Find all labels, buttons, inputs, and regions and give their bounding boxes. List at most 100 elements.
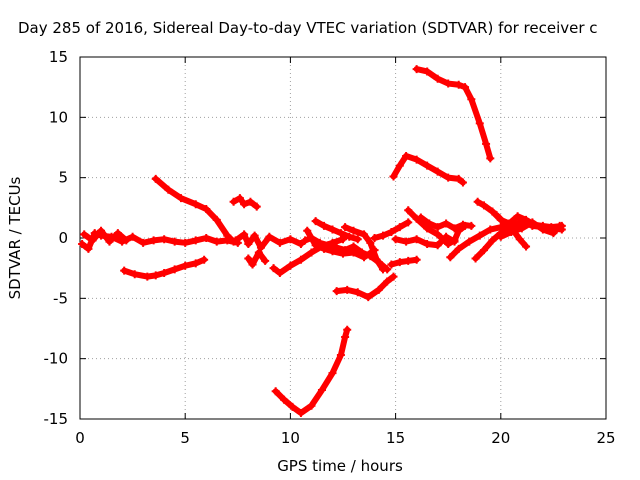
data-point <box>513 212 522 221</box>
data-point <box>151 174 160 183</box>
data-point <box>402 151 411 160</box>
data-point <box>296 240 305 249</box>
data-point <box>311 217 320 226</box>
data-point <box>78 240 87 249</box>
data-point <box>181 261 190 270</box>
data-point <box>555 221 564 230</box>
data-point <box>378 265 387 274</box>
data-point <box>301 236 310 245</box>
data-point <box>528 218 537 227</box>
data-point <box>160 235 169 244</box>
x-tick-label: 10 <box>281 429 300 447</box>
data-series <box>416 213 476 233</box>
data-series <box>120 255 209 281</box>
data-series <box>496 218 564 241</box>
x-tick-label: 0 <box>75 429 85 447</box>
data-series <box>80 226 131 246</box>
data-point <box>389 272 398 281</box>
series-layer <box>78 65 566 417</box>
data-point <box>170 237 179 246</box>
data-point <box>246 197 255 206</box>
series-trace <box>388 256 420 268</box>
data-point <box>223 236 232 245</box>
data-point <box>256 243 265 252</box>
data-point <box>164 185 173 194</box>
data-point <box>252 202 261 211</box>
data-point <box>80 230 89 239</box>
data-point <box>303 226 312 235</box>
data-point <box>486 225 495 234</box>
data-point <box>113 229 122 238</box>
data-point <box>444 240 453 249</box>
data-point <box>433 230 442 239</box>
data-point <box>433 74 442 83</box>
data-point <box>235 194 244 203</box>
data-point <box>473 197 482 206</box>
data-point <box>395 258 404 267</box>
data-point <box>479 201 488 210</box>
data-point <box>461 83 470 92</box>
data-series <box>229 194 261 211</box>
y-tick-label: 0 <box>58 229 68 247</box>
chart-title: Day 285 of 2016, Sidereal Day-to-day VTE… <box>18 19 598 37</box>
data-point <box>191 200 200 209</box>
x-tick-labels: 0 5 10 15 20 25 <box>75 429 615 447</box>
data-point <box>450 236 459 245</box>
data-point <box>538 225 547 234</box>
data-point <box>458 220 467 229</box>
y-tick-label: 5 <box>58 169 68 187</box>
data-point <box>97 226 106 235</box>
data-point <box>269 264 278 273</box>
data-point <box>336 351 345 360</box>
data-point <box>433 167 442 176</box>
data-point <box>248 260 257 269</box>
data-point <box>181 238 190 247</box>
data-point <box>250 231 259 240</box>
data-point <box>191 236 200 245</box>
data-point <box>120 266 129 275</box>
data-point <box>128 232 137 241</box>
data-point <box>522 242 531 251</box>
data-point <box>280 395 289 404</box>
data-point <box>402 237 411 246</box>
data-point <box>202 205 211 214</box>
data-series <box>244 248 270 269</box>
data-point <box>387 260 396 269</box>
data-point <box>425 219 434 228</box>
data-point <box>328 369 337 378</box>
data-series <box>370 218 413 242</box>
data-series <box>387 255 421 269</box>
data-point <box>130 270 139 279</box>
data-point <box>275 268 284 277</box>
data-point <box>387 227 396 236</box>
data-point <box>231 236 240 245</box>
data-point <box>345 232 354 241</box>
y-tick-label: -10 <box>44 350 69 368</box>
data-point <box>475 231 484 240</box>
data-point <box>353 235 362 244</box>
data-point <box>336 229 345 238</box>
data-point <box>442 219 451 228</box>
data-point <box>446 253 455 262</box>
data-point <box>307 248 316 257</box>
data-point <box>482 139 491 148</box>
data-point <box>404 218 413 227</box>
data-point <box>343 325 352 334</box>
data-point <box>458 178 467 187</box>
data-point <box>370 234 379 242</box>
data-point <box>395 161 404 170</box>
data-point <box>416 213 425 222</box>
data-point <box>200 255 209 264</box>
series-trace <box>413 66 494 162</box>
data-point <box>328 247 337 256</box>
data-point <box>404 256 413 265</box>
data-point <box>412 255 421 264</box>
data-point <box>423 67 432 76</box>
data-series <box>404 206 470 249</box>
data-point <box>122 236 131 245</box>
data-point <box>170 265 179 274</box>
data-point <box>151 271 160 280</box>
data-point <box>444 173 453 182</box>
data-point <box>288 402 297 411</box>
data-series <box>231 230 305 252</box>
